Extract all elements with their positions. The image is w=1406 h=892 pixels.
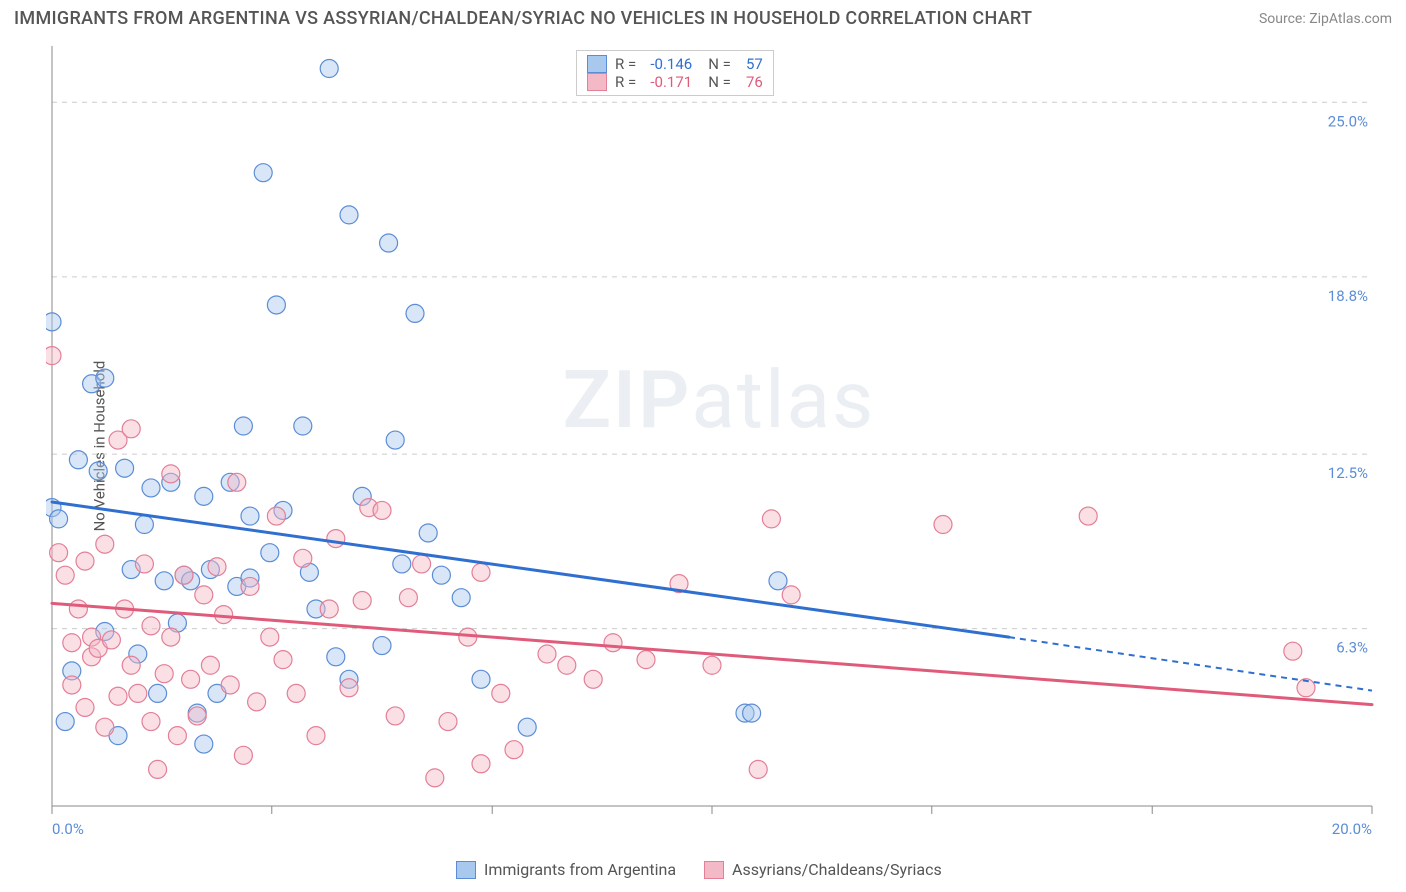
svg-text:25.0%: 25.0% [1328, 112, 1368, 130]
svg-text:12.5%: 12.5% [1328, 464, 1368, 482]
series-name-pink: Assyrians/Chaldeans/Syriacs [732, 860, 942, 879]
svg-text:18.8%: 18.8% [1328, 287, 1368, 305]
legend-row-pink: R = -0.171 N = 76 [587, 73, 763, 91]
swatch-icon [587, 55, 607, 73]
swatch-icon [587, 73, 607, 91]
legend-row-blue: R = -0.146 N = 57 [587, 55, 763, 73]
chart-area: 6.3%12.5%18.8%25.0%0.0%20.0% ZIPatlas R … [46, 40, 1392, 840]
series-name-blue: Immigrants from Argentina [484, 860, 676, 879]
swatch-icon [456, 861, 476, 879]
legend-item-pink: Assyrians/Chaldeans/Syriacs [704, 860, 942, 879]
svg-text:20.0%: 20.0% [1332, 820, 1372, 838]
chart-title: IMMIGRANTS FROM ARGENTINA VS ASSYRIAN/CH… [14, 8, 1032, 29]
series-legend: Immigrants from Argentina Assyrians/Chal… [456, 860, 942, 879]
scatter-plot: 6.3% 12.5% 18.8% 25.0% 0.0% 20.0% [46, 40, 1392, 840]
svg-text:0.0%: 0.0% [52, 820, 84, 838]
r-value-pink: -0.171 [642, 73, 692, 91]
correlation-legend: R = -0.146 N = 57 R = -0.171 N = 76 [576, 50, 774, 96]
r-value-blue: -0.146 [642, 55, 692, 73]
swatch-icon [704, 861, 724, 879]
n-value-pink: 76 [737, 73, 763, 91]
n-value-blue: 57 [737, 55, 763, 73]
source-label: Source: ZipAtlas.com [1259, 11, 1392, 27]
svg-text:6.3%: 6.3% [1336, 639, 1368, 657]
legend-item-blue: Immigrants from Argentina [456, 860, 676, 879]
title-bar: IMMIGRANTS FROM ARGENTINA VS ASSYRIAN/CH… [0, 0, 1406, 33]
